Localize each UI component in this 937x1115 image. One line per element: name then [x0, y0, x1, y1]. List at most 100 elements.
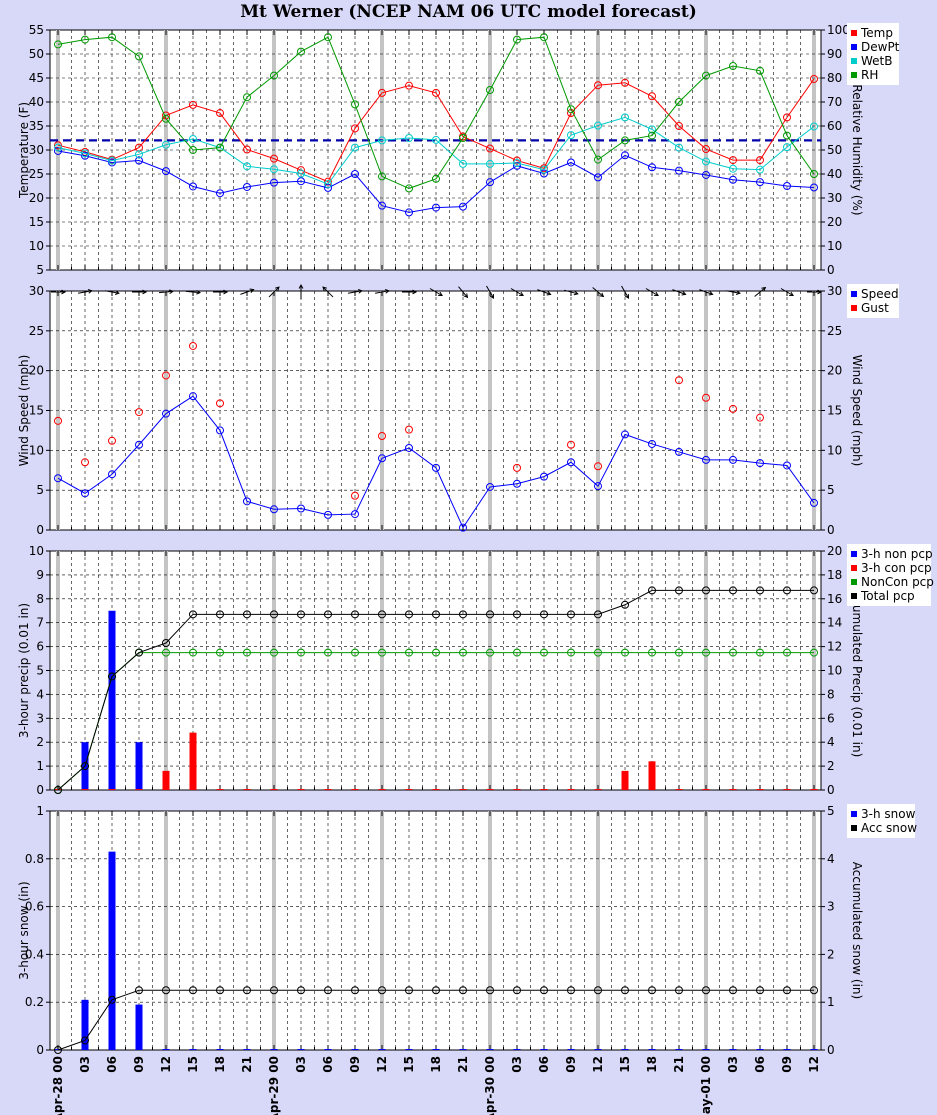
wind-direction-arrow [458, 286, 469, 299]
x-tick-label: 09 [780, 1056, 794, 1073]
data-point [810, 498, 818, 507]
data-point [486, 86, 494, 94]
data-point [810, 986, 818, 995]
y-tick-label: 40 [29, 95, 44, 109]
y2-tick-label: 12 [827, 640, 842, 654]
wind-direction-arrow [402, 289, 418, 295]
y-tick-label: 30 [29, 284, 44, 298]
data-point [648, 648, 656, 657]
y2-tick-label: 0 [827, 1043, 835, 1057]
data-point [783, 648, 791, 657]
data-point [405, 648, 413, 657]
bar [297, 789, 305, 790]
data-point [351, 510, 359, 519]
legend-swatch [851, 565, 857, 571]
data-point [351, 124, 359, 133]
bar [702, 789, 710, 790]
data-point [135, 986, 143, 995]
data-point [594, 482, 602, 491]
y-tick-label: 0 [36, 523, 44, 537]
data-point [108, 672, 116, 681]
x-tick-label: 12 [159, 1056, 173, 1073]
y2-tick-label: 2 [827, 759, 835, 773]
y-tick-label: 4 [36, 687, 44, 701]
data-point [594, 462, 602, 471]
data-point [135, 150, 143, 159]
data-point [351, 100, 359, 109]
data-point [756, 178, 764, 187]
data-point [702, 586, 710, 595]
data-point [513, 463, 521, 472]
y-tick-label: 25 [29, 324, 44, 338]
data-point [486, 159, 494, 168]
series-noncon-pcp [54, 648, 818, 794]
data-point [810, 170, 818, 178]
series-line [57, 36, 815, 189]
y2-tick-label: 100 [827, 23, 850, 37]
data-point [675, 122, 683, 130]
wind-direction-arrow [699, 289, 714, 296]
y2-tick-label: 3 [827, 900, 835, 914]
wind-direction-arrow [348, 289, 363, 294]
data-point [567, 105, 575, 114]
bar [243, 1049, 251, 1050]
wind-direction-arrow [240, 288, 255, 295]
legend-swatch [851, 44, 857, 50]
data-point [81, 35, 89, 44]
data-point [486, 610, 494, 619]
y2-tick-label: 90 [827, 47, 842, 61]
data-point [756, 586, 764, 595]
data-point [756, 165, 764, 174]
legend-swatch [851, 825, 857, 831]
data-point [243, 648, 251, 657]
data-point [189, 100, 197, 109]
y-tick-label: 45 [29, 71, 44, 85]
data-point [270, 610, 278, 619]
data-point [594, 81, 602, 90]
data-point [243, 986, 251, 995]
bar [783, 789, 791, 790]
data-point [540, 610, 548, 619]
bar [756, 1049, 764, 1050]
data-point [81, 151, 89, 160]
legend-entry: Speed [861, 287, 899, 301]
data-point [756, 459, 764, 468]
data-point [486, 144, 494, 153]
data-point [729, 175, 737, 184]
x-tick-label: 09 [132, 1056, 146, 1073]
data-point [702, 986, 710, 995]
y-axis-label: Wind Speed (mph) [17, 355, 31, 467]
data-point [810, 183, 818, 192]
y-tick-label: 2 [36, 735, 44, 749]
data-point [135, 408, 143, 417]
data-point [162, 639, 170, 648]
legend-entry: 3-h con pcp [861, 561, 932, 575]
data-point [621, 648, 629, 657]
data-point [297, 47, 305, 56]
data-point [378, 986, 386, 995]
series-total-pcp [54, 586, 818, 794]
data-point [216, 648, 224, 657]
bar [540, 789, 548, 790]
data-point [432, 648, 440, 657]
series-3-h-con-pcp [54, 732, 818, 790]
data-point [459, 523, 467, 532]
data-point [729, 164, 737, 173]
legend-swatch [851, 593, 857, 599]
data-point [783, 182, 791, 190]
y-tick-label: 0.8 [25, 852, 44, 866]
data-point [405, 443, 413, 452]
data-point [54, 146, 62, 155]
y2-tick-label: 16 [827, 592, 842, 606]
data-point [621, 986, 629, 995]
data-point [459, 610, 467, 619]
y-tick-label: 0 [36, 783, 44, 797]
y2-axis-label: Relative Humidity (%) [850, 84, 864, 215]
bar [324, 789, 332, 790]
data-point [513, 161, 521, 170]
data-point [351, 610, 359, 619]
y-tick-label: 5 [36, 664, 44, 678]
data-point [621, 600, 629, 609]
wind-direction-arrow [298, 283, 304, 299]
